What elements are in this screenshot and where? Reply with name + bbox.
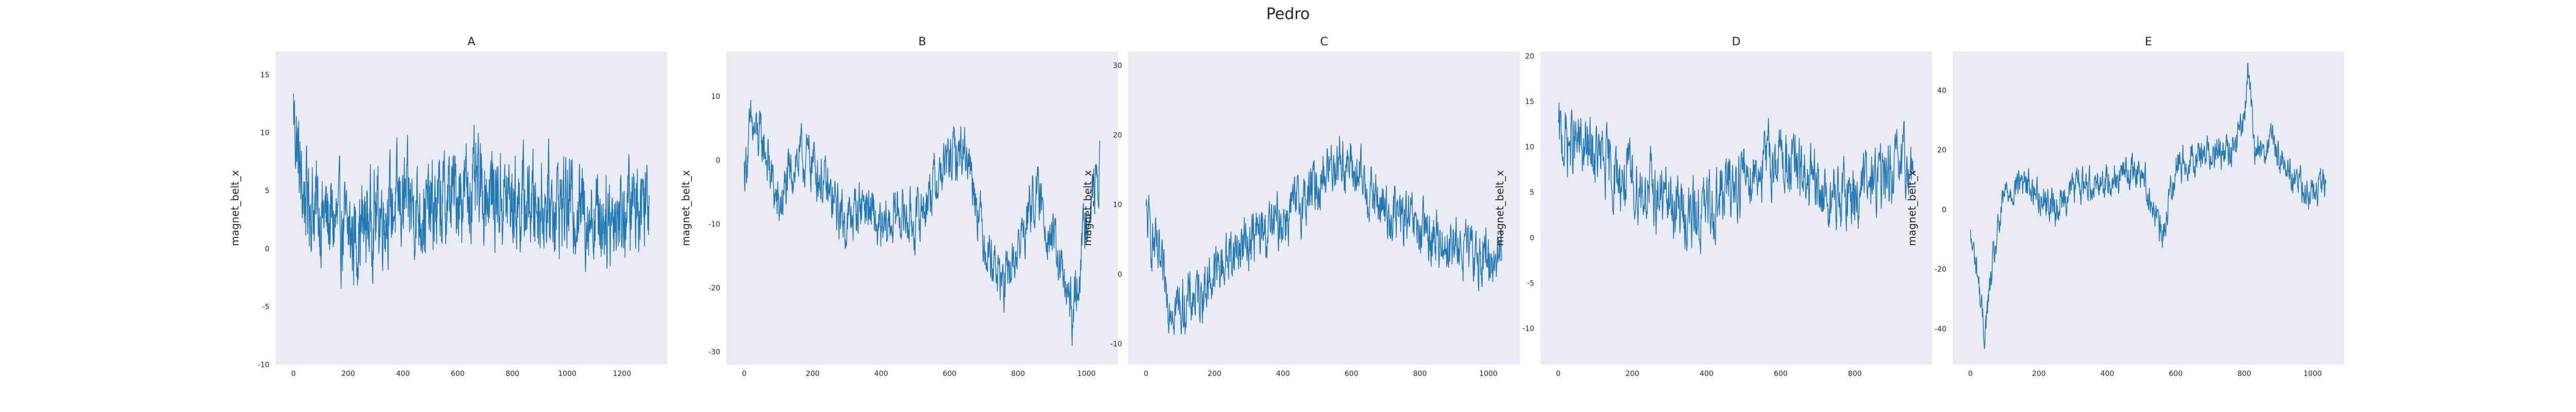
y-axis-label: magnet_belt_x bbox=[1906, 170, 1918, 246]
x-tick-label: 200 bbox=[1625, 370, 1639, 378]
x-tick-label: 600 bbox=[1774, 370, 1788, 378]
x-tick-label: 800 bbox=[505, 370, 519, 378]
subplot-title: A bbox=[467, 36, 475, 48]
y-tick-label: 0 bbox=[1530, 234, 1534, 242]
y-tick-label: 10 bbox=[1113, 201, 1122, 209]
series-line bbox=[293, 93, 650, 289]
x-tick-label: 1200 bbox=[613, 370, 631, 378]
x-tick-label: 400 bbox=[874, 370, 888, 378]
x-tick-label: 400 bbox=[1276, 370, 1290, 378]
subplot-title: B bbox=[918, 36, 926, 48]
subplot-title: D bbox=[1732, 36, 1741, 48]
y-tick-label: 10 bbox=[260, 129, 269, 138]
y-tick-label: -10 bbox=[708, 220, 720, 229]
x-tick-label: 0 bbox=[1556, 370, 1561, 378]
x-tick-label: 800 bbox=[1413, 370, 1427, 378]
x-tick-label: 400 bbox=[2100, 370, 2114, 378]
x-tick-label: 200 bbox=[341, 370, 355, 378]
y-axis-label: magnet_belt_x bbox=[680, 170, 692, 246]
subplot-title: E bbox=[2145, 36, 2152, 48]
x-tick-label: 200 bbox=[2032, 370, 2046, 378]
x-tick-label: 200 bbox=[1208, 370, 1222, 378]
x-tick-label: 0 bbox=[291, 370, 296, 378]
series-line bbox=[1145, 135, 1502, 335]
y-tick-label: 0 bbox=[716, 157, 720, 165]
y-tick-label: 30 bbox=[1113, 62, 1122, 70]
x-tick-label: 800 bbox=[1011, 370, 1025, 378]
y-tick-label: 15 bbox=[260, 71, 269, 79]
y-tick-label: 0 bbox=[1117, 270, 1122, 279]
y-tick-label: 10 bbox=[1525, 143, 1534, 151]
x-tick-label: 0 bbox=[1968, 370, 1973, 378]
y-tick-label: -10 bbox=[1522, 325, 1534, 333]
x-tick-label: 200 bbox=[806, 370, 820, 378]
x-tick-label: 0 bbox=[1144, 370, 1148, 378]
x-tick-label: 800 bbox=[1848, 370, 1862, 378]
y-tick-label: -20 bbox=[1935, 266, 1946, 274]
y-tick-label: 20 bbox=[1113, 131, 1122, 140]
plot-area bbox=[1128, 52, 1520, 365]
x-tick-label: 400 bbox=[396, 370, 410, 378]
y-tick-label: 5 bbox=[1530, 188, 1534, 197]
y-tick-label: -10 bbox=[1110, 340, 1122, 348]
y-tick-label: -10 bbox=[258, 361, 269, 369]
figure-title: Pedro bbox=[1266, 5, 1310, 23]
y-tick-label: 0 bbox=[1942, 206, 1946, 214]
y-tick-label: -5 bbox=[1527, 279, 1534, 287]
y-tick-label: 15 bbox=[1525, 98, 1534, 106]
y-tick-label: 5 bbox=[265, 187, 269, 195]
y-tick-label: 20 bbox=[1525, 53, 1534, 61]
x-tick-label: 1000 bbox=[558, 370, 577, 378]
y-tick-label: 10 bbox=[711, 93, 720, 101]
y-tick-label: -5 bbox=[262, 303, 269, 311]
x-tick-label: 600 bbox=[451, 370, 465, 378]
y-tick-label: 40 bbox=[1937, 87, 1946, 95]
x-tick-label: 0 bbox=[742, 370, 747, 378]
subplot-title: C bbox=[1320, 36, 1328, 48]
x-tick-label: 600 bbox=[943, 370, 957, 378]
y-tick-label: 20 bbox=[1937, 146, 1946, 154]
x-tick-label: 1000 bbox=[1479, 370, 1498, 378]
series-line bbox=[1557, 102, 1914, 254]
y-axis-label: magnet_belt_x bbox=[1494, 170, 1506, 246]
x-tick-label: 1000 bbox=[2303, 370, 2322, 378]
series-line bbox=[743, 99, 1100, 346]
y-axis-label: magnet_belt_x bbox=[1081, 170, 1094, 246]
x-tick-label: 800 bbox=[2238, 370, 2251, 378]
y-tick-label: 0 bbox=[265, 245, 269, 253]
y-tick-label: -40 bbox=[1935, 325, 1946, 334]
y-tick-label: -20 bbox=[708, 284, 720, 293]
y-axis-label: magnet_belt_x bbox=[229, 170, 241, 246]
x-tick-label: 1000 bbox=[1077, 370, 1096, 378]
x-tick-label: 600 bbox=[1345, 370, 1359, 378]
series-line bbox=[1970, 63, 2327, 349]
y-tick-label: -30 bbox=[708, 348, 720, 356]
plot-area bbox=[1540, 52, 1932, 365]
x-tick-label: 600 bbox=[2169, 370, 2183, 378]
x-tick-label: 400 bbox=[1700, 370, 1714, 378]
